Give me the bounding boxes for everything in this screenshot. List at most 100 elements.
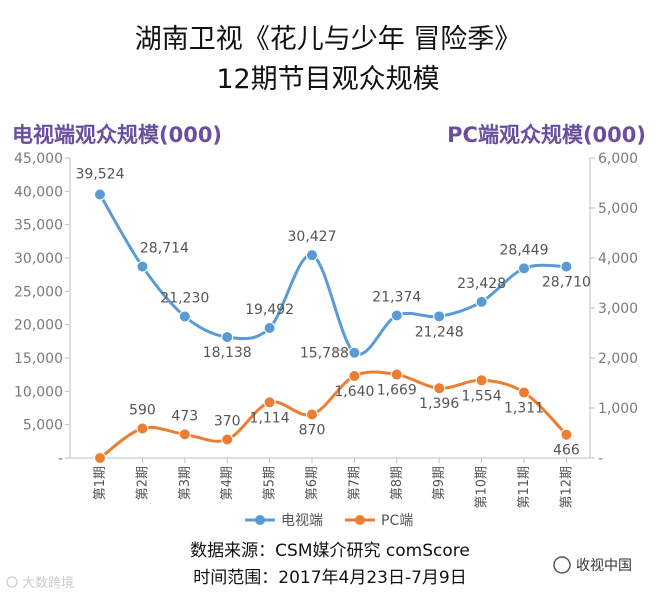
right-tick-label: 1,000 [598, 401, 638, 417]
data-label-tv: 28,714 [140, 241, 189, 257]
data-label-pc: 1,114 [250, 410, 290, 426]
axes-group: - 5,000 10,000 15,000 20,000 25,000 30,000 35,0… [14, 151, 638, 509]
left-tick-label: 15,000 [14, 351, 63, 367]
left-tick-label: 20,000 [14, 318, 63, 334]
data-point-pc [136, 422, 149, 435]
x-tick-label: 第8期 [390, 466, 405, 500]
chart-title-line1: 湖南卫视《花儿与少年 冒险季》 [135, 24, 522, 55]
legend-label-tv: 电视端 [281, 513, 323, 529]
watermark-left: 大数跨境 [6, 576, 74, 591]
data-point-pc [306, 408, 318, 421]
wechat-icon [553, 556, 571, 574]
data-label-tv: 28,710 [542, 275, 591, 291]
watermark-left-text: 大数跨境 [22, 576, 74, 591]
data-point-tv [306, 249, 318, 262]
data-label-tv: 21,230 [160, 290, 209, 306]
data-label-tv: 21,248 [415, 324, 464, 340]
right-tick-label: 5,000 [598, 201, 638, 217]
right-tick-label: 6,000 [598, 151, 638, 167]
watermark-right: 收视中国 [553, 556, 632, 574]
data-label-tv: 30,427 [288, 229, 337, 245]
left-tick-label: 30,000 [14, 251, 63, 267]
series-line-pc [99, 370, 568, 460]
data-label-pc: 1,669 [377, 383, 417, 399]
data-point-pc [178, 428, 191, 441]
x-tick-label: 第9期 [432, 466, 447, 500]
data-point-tv [518, 262, 530, 275]
x-tick-label: 第3期 [178, 466, 193, 500]
left-tick-label: 40,000 [14, 184, 63, 200]
data-point-tv [390, 309, 403, 322]
data-label-pc: 590 [129, 403, 156, 419]
data-label-tv: 19,492 [245, 302, 294, 318]
legend-label-pc: PC端 [381, 513, 413, 529]
data-label-pc: 1,640 [334, 384, 374, 400]
data-point-pc [433, 382, 446, 395]
data-point-pc [348, 370, 361, 382]
data-label-pc: 870 [299, 423, 326, 439]
left-tick-label: 5,000 [23, 418, 63, 434]
data-labels: 39,524 28,714 21,230 18,138 19,492 30,427 15,7… [76, 167, 591, 459]
data-label-tv: 28,449 [500, 242, 549, 258]
right-tick-label: 4,000 [598, 251, 638, 267]
data-point-tv [94, 188, 106, 201]
x-tick-label: 第7期 [347, 466, 362, 500]
left-tick-label: 35,000 [14, 218, 63, 234]
data-point-tv [433, 310, 446, 323]
legend-marker-tv [255, 515, 265, 525]
right-tick-label: 3,000 [598, 301, 638, 317]
data-point-pc [560, 428, 573, 441]
data-label-pc: 1,554 [462, 388, 502, 404]
chart-title-line2: 12期节目观众规模 [216, 64, 439, 95]
x-tick-label: 第11期 [517, 466, 532, 509]
right-tick-label: - [598, 451, 603, 467]
x-tick-label: 第2期 [135, 466, 150, 500]
x-tick-label: 第4期 [220, 466, 235, 500]
data-label-tv: 23,428 [457, 276, 506, 292]
data-point-pc [518, 386, 530, 399]
source-line2: 时间范围：2017年4月23日-7月9日 [193, 568, 466, 588]
right-axis-title: PC端观众规模(000) [447, 123, 646, 147]
left-tick-label: 25,000 [14, 284, 63, 300]
watermark-logo-icon [6, 576, 18, 588]
label-leader-line [332, 349, 349, 352]
data-point-pc [263, 396, 276, 409]
data-point-tv [136, 260, 149, 273]
legend-marker-pc [355, 515, 365, 525]
data-point-tv [560, 260, 573, 273]
data-point-tv [348, 346, 361, 359]
data-label-tv: 15,788 [300, 346, 349, 362]
x-tick-label: 第1期 [93, 466, 108, 500]
x-tick-label: 第10期 [475, 466, 490, 509]
data-point-tv [263, 322, 276, 335]
data-point-pc [475, 374, 488, 387]
data-label-pc: 1,311 [504, 400, 544, 416]
data-label-tv: 18,138 [203, 345, 252, 361]
data-point-pc [94, 452, 106, 464]
data-label-tv: 39,524 [76, 167, 125, 183]
data-label-pc: 473 [171, 408, 198, 424]
data-point-tv [475, 295, 488, 308]
left-axis-title: 电视端观众规模(000) [12, 123, 222, 147]
left-tick-label: - [58, 451, 63, 467]
x-tick-label: 第6期 [305, 466, 320, 500]
left-tick-label: 45,000 [14, 151, 63, 167]
data-label-pc: 370 [214, 414, 241, 430]
x-tick-label: 第5期 [263, 466, 278, 500]
data-label-tv: 21,374 [372, 290, 421, 306]
data-label-pc: 1,396 [419, 396, 459, 412]
legend: 电视端 PC端 [245, 513, 413, 529]
left-tick-label: 10,000 [14, 384, 63, 400]
watermark-right-text: 收视中国 [576, 558, 632, 574]
right-tick-label: 2,000 [598, 351, 638, 367]
series-line-tv [98, 193, 567, 356]
data-point-pc [390, 368, 403, 381]
data-label-pc: 466 [553, 443, 580, 459]
data-point-tv [221, 331, 234, 344]
series-marks [94, 188, 573, 464]
data-point-pc [221, 433, 234, 446]
x-tick-label: 第12期 [559, 466, 574, 509]
data-point-tv [178, 310, 191, 323]
